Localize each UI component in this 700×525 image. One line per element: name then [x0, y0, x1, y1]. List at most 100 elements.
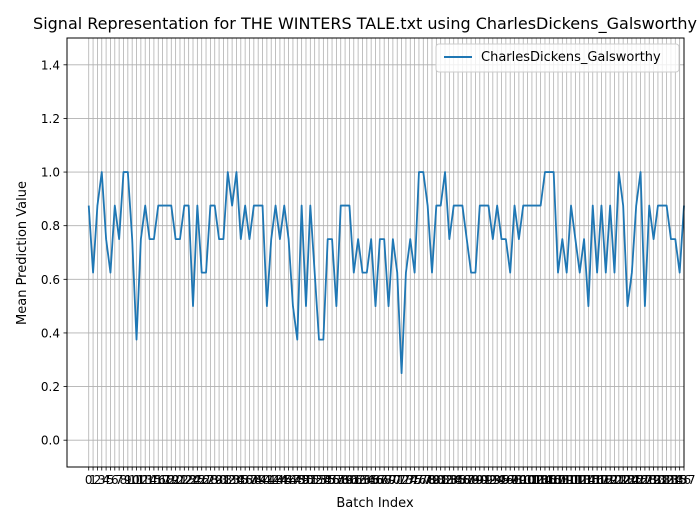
x-tick-label: 98 [507, 473, 522, 487]
x-tick-label: 81 [433, 473, 448, 487]
x-tick-label: 23 [181, 473, 196, 487]
x-tick-label: 4 [102, 473, 110, 487]
x-tick-label: 101 [516, 473, 539, 487]
x-tick-label: 71 [390, 473, 405, 487]
x-tick-label: 0 [85, 473, 93, 487]
x-axis-label: Batch Index [336, 496, 414, 511]
x-tick-label: 59 [337, 473, 352, 487]
x-tick-label: 9 [124, 473, 132, 487]
x-tick-label: 18 [159, 473, 174, 487]
x-tick-label: 62 [350, 473, 365, 487]
x-tick-label: 122 [607, 473, 630, 487]
x-tick-label: 86 [455, 473, 470, 487]
x-tick-label: 137 [673, 473, 696, 487]
x-tick-label: 14 [142, 473, 157, 487]
x-tick-label: 5 [107, 473, 115, 487]
x-tick-label: 2 [94, 473, 102, 487]
x-tick-label: 89 [468, 473, 483, 487]
x-tick-label: 22 [177, 473, 192, 487]
x-tick-label: 99 [511, 473, 526, 487]
x-tick-label: 67 [372, 473, 387, 487]
x-tick-label: 64 [359, 473, 374, 487]
x-tick-label: 45 [277, 473, 292, 487]
x-tick-label: 79 [424, 473, 439, 487]
x-tick-label: 42 [264, 473, 279, 487]
x-tick-label: 31 [216, 473, 231, 487]
x-tick-label: 130 [642, 473, 665, 487]
x-tick-label: 108 [547, 473, 570, 487]
x-tick-label: 63 [355, 473, 370, 487]
x-tick-label: 19 [164, 473, 179, 487]
x-tick-label: 3 [98, 473, 106, 487]
x-tick-label: 41 [259, 473, 274, 487]
x-tick-label: 51 [303, 473, 318, 487]
x-tick-label: 70 [385, 473, 400, 487]
x-tick-label: 20 [168, 473, 183, 487]
x-tick-label: 107 [542, 473, 565, 487]
x-tick-label: 91 [476, 473, 491, 487]
x-tick-label: 47 [285, 473, 300, 487]
x-tick-label: 103 [525, 473, 548, 487]
x-tick-label: 7 [115, 473, 123, 487]
x-tick-label: 84 [446, 473, 461, 487]
x-tick-label: 69 [381, 473, 396, 487]
x-tick-label: 16 [151, 473, 166, 487]
x-tick-label: 106 [538, 473, 561, 487]
x-tick-label: 10 [125, 473, 140, 487]
x-tick-label: 78 [420, 473, 435, 487]
y-tick-label: 0.8 [41, 219, 60, 233]
x-tick-label: 48 [290, 473, 305, 487]
x-tick-label: 113 [568, 473, 591, 487]
x-tick-label: 72 [394, 473, 409, 487]
x-tick-label: 6 [111, 473, 119, 487]
x-tick-label: 134 [660, 473, 683, 487]
x-tick-label: 124 [616, 473, 639, 487]
x-tick-label: 125 [620, 473, 643, 487]
x-tick-label: 30 [211, 473, 226, 487]
x-tick-label: 24 [185, 473, 200, 487]
x-tick-label: 133 [655, 473, 678, 487]
x-tick-label: 58 [333, 473, 348, 487]
x-tick-label: 129 [638, 473, 661, 487]
x-tick-label: 97 [503, 473, 518, 487]
x-tick-label: 57 [329, 473, 344, 487]
x-tick-label: 95 [494, 473, 509, 487]
x-tick-label: 49 [294, 473, 309, 487]
x-tick-label: 73 [398, 473, 413, 487]
x-tick-label: 66 [368, 473, 383, 487]
x-tick-label: 25 [190, 473, 205, 487]
x-tick-label: 17 [155, 473, 170, 487]
x-tick-label: 83 [442, 473, 457, 487]
x-tick-label: 117 [586, 473, 609, 487]
chart-title: Signal Representation for THE WINTERS TA… [33, 14, 697, 34]
y-tick-label: 0.2 [41, 380, 60, 394]
x-tick-label: 82 [437, 473, 452, 487]
x-tick-label: 119 [594, 473, 617, 487]
y-tick-label: 0.0 [41, 434, 60, 448]
x-axis-ticks: 0123456789101112131415161718192021222324… [85, 467, 696, 487]
x-tick-label: 32 [220, 473, 235, 487]
legend-box [435, 43, 680, 73]
x-tick-label: 21 [172, 473, 187, 487]
x-tick-label: 52 [307, 473, 322, 487]
x-tick-label: 123 [612, 473, 635, 487]
x-tick-label: 65 [364, 473, 379, 487]
legend-label: CharlesDickens_Galsworthy [481, 50, 661, 65]
x-tick-label: 33 [224, 473, 239, 487]
y-axis-ticks: 0.0 0.2 0.4 0.6 0.8 1.0 1.2 1.4 [41, 58, 67, 448]
x-tick-label: 87 [459, 473, 474, 487]
x-tick-label: 115 [577, 473, 600, 487]
x-tick-label: 104 [529, 473, 552, 487]
x-tick-label: 55 [320, 473, 335, 487]
x-tick-label: 92 [481, 473, 496, 487]
x-tick-label: 116 [581, 473, 604, 487]
x-tick-label: 40 [255, 473, 270, 487]
x-tick-label: 126 [625, 473, 648, 487]
x-tick-label: 80 [429, 473, 444, 487]
x-tick-label: 93 [485, 473, 500, 487]
x-tick-label: 76 [411, 473, 426, 487]
x-tick-label: 96 [498, 473, 513, 487]
x-tick-label: 121 [603, 473, 626, 487]
x-tick-label: 100 [512, 473, 535, 487]
x-tick-label: 12 [133, 473, 148, 487]
